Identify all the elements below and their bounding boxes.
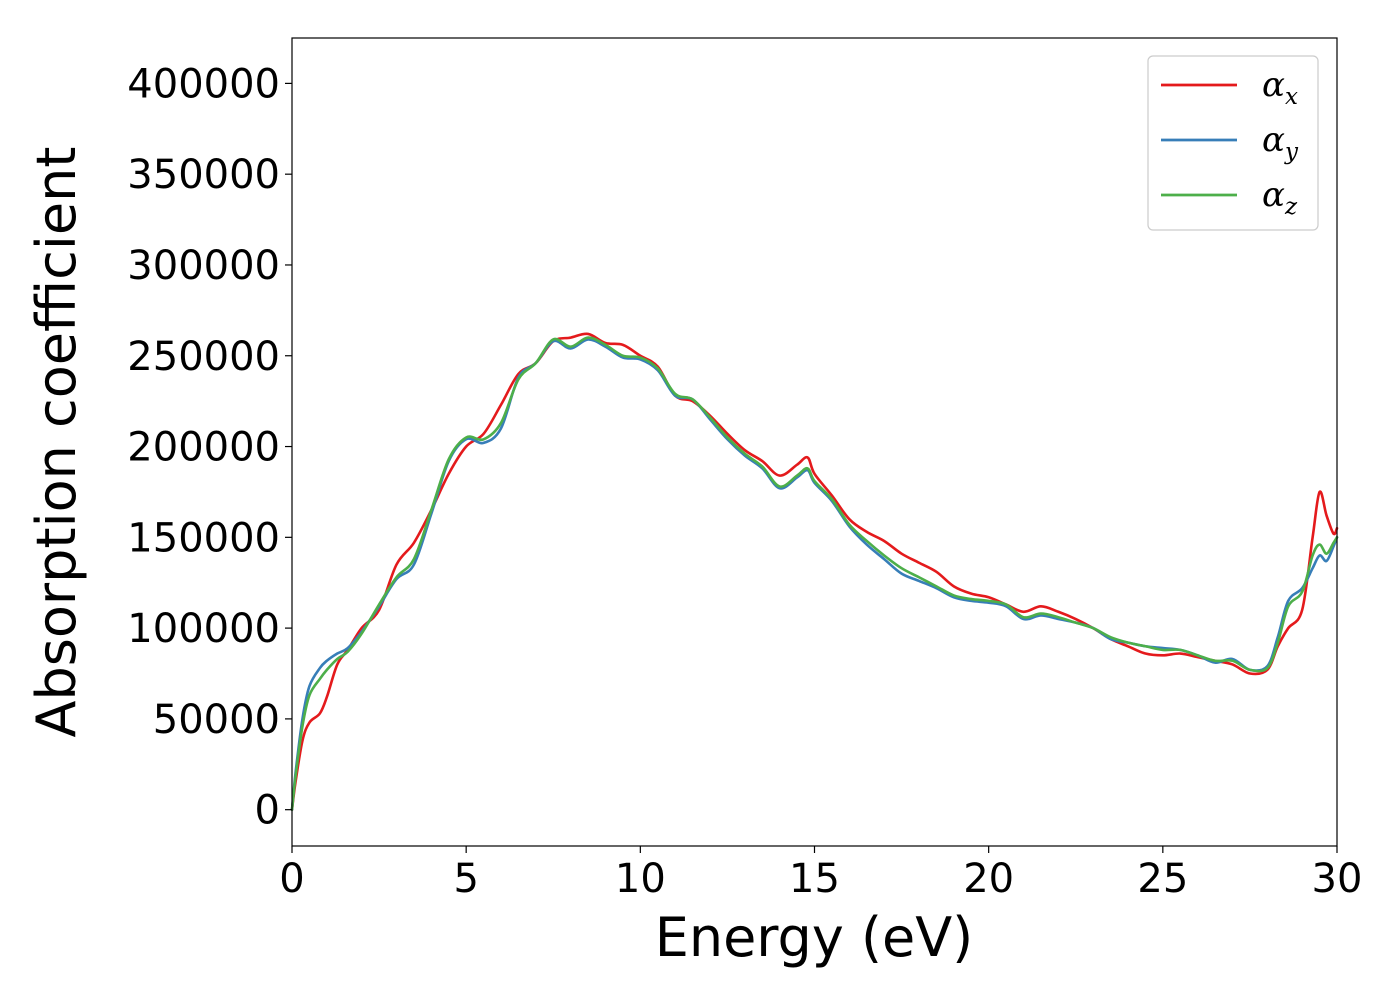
x-tick-label: 0: [279, 856, 304, 902]
y-tick-label: 0: [255, 788, 280, 834]
y-tick-label: 100000: [127, 606, 280, 652]
x-tick-label: 25: [1137, 856, 1188, 902]
x-tick-label: 20: [963, 856, 1014, 902]
y-axis: 0 50000 100000 150000 200000 250000 300000 3500…: [127, 61, 292, 834]
y-tick-label: 150000: [127, 515, 280, 561]
legend-label-z: αz: [1262, 175, 1298, 220]
y-tick-label: 300000: [127, 243, 280, 289]
x-tick-label: 30: [1312, 856, 1363, 902]
legend-label-x: αx: [1262, 65, 1298, 110]
x-axis-title: Energy (eV): [655, 906, 974, 969]
y-tick-label: 200000: [127, 425, 280, 471]
y-tick-label: 250000: [127, 334, 280, 380]
legend: αx αy αz: [1147, 55, 1319, 231]
x-axis: 0 5 10 15 20 25 30: [279, 846, 1362, 902]
x-tick-label: 5: [453, 856, 478, 902]
series-line-z: [290, 336, 1339, 811]
legend-box: [1147, 55, 1319, 231]
x-tick-label: 10: [615, 856, 666, 902]
legend-label-y: αy: [1262, 120, 1299, 165]
series-layer: [290, 332, 1339, 811]
y-tick-label: 50000: [153, 697, 280, 743]
x-tick-label: 15: [789, 856, 840, 902]
y-tick-label: 350000: [127, 152, 280, 198]
y-axis-title: Absorption coefficient: [25, 147, 88, 738]
y-tick-label: 400000: [127, 61, 280, 107]
